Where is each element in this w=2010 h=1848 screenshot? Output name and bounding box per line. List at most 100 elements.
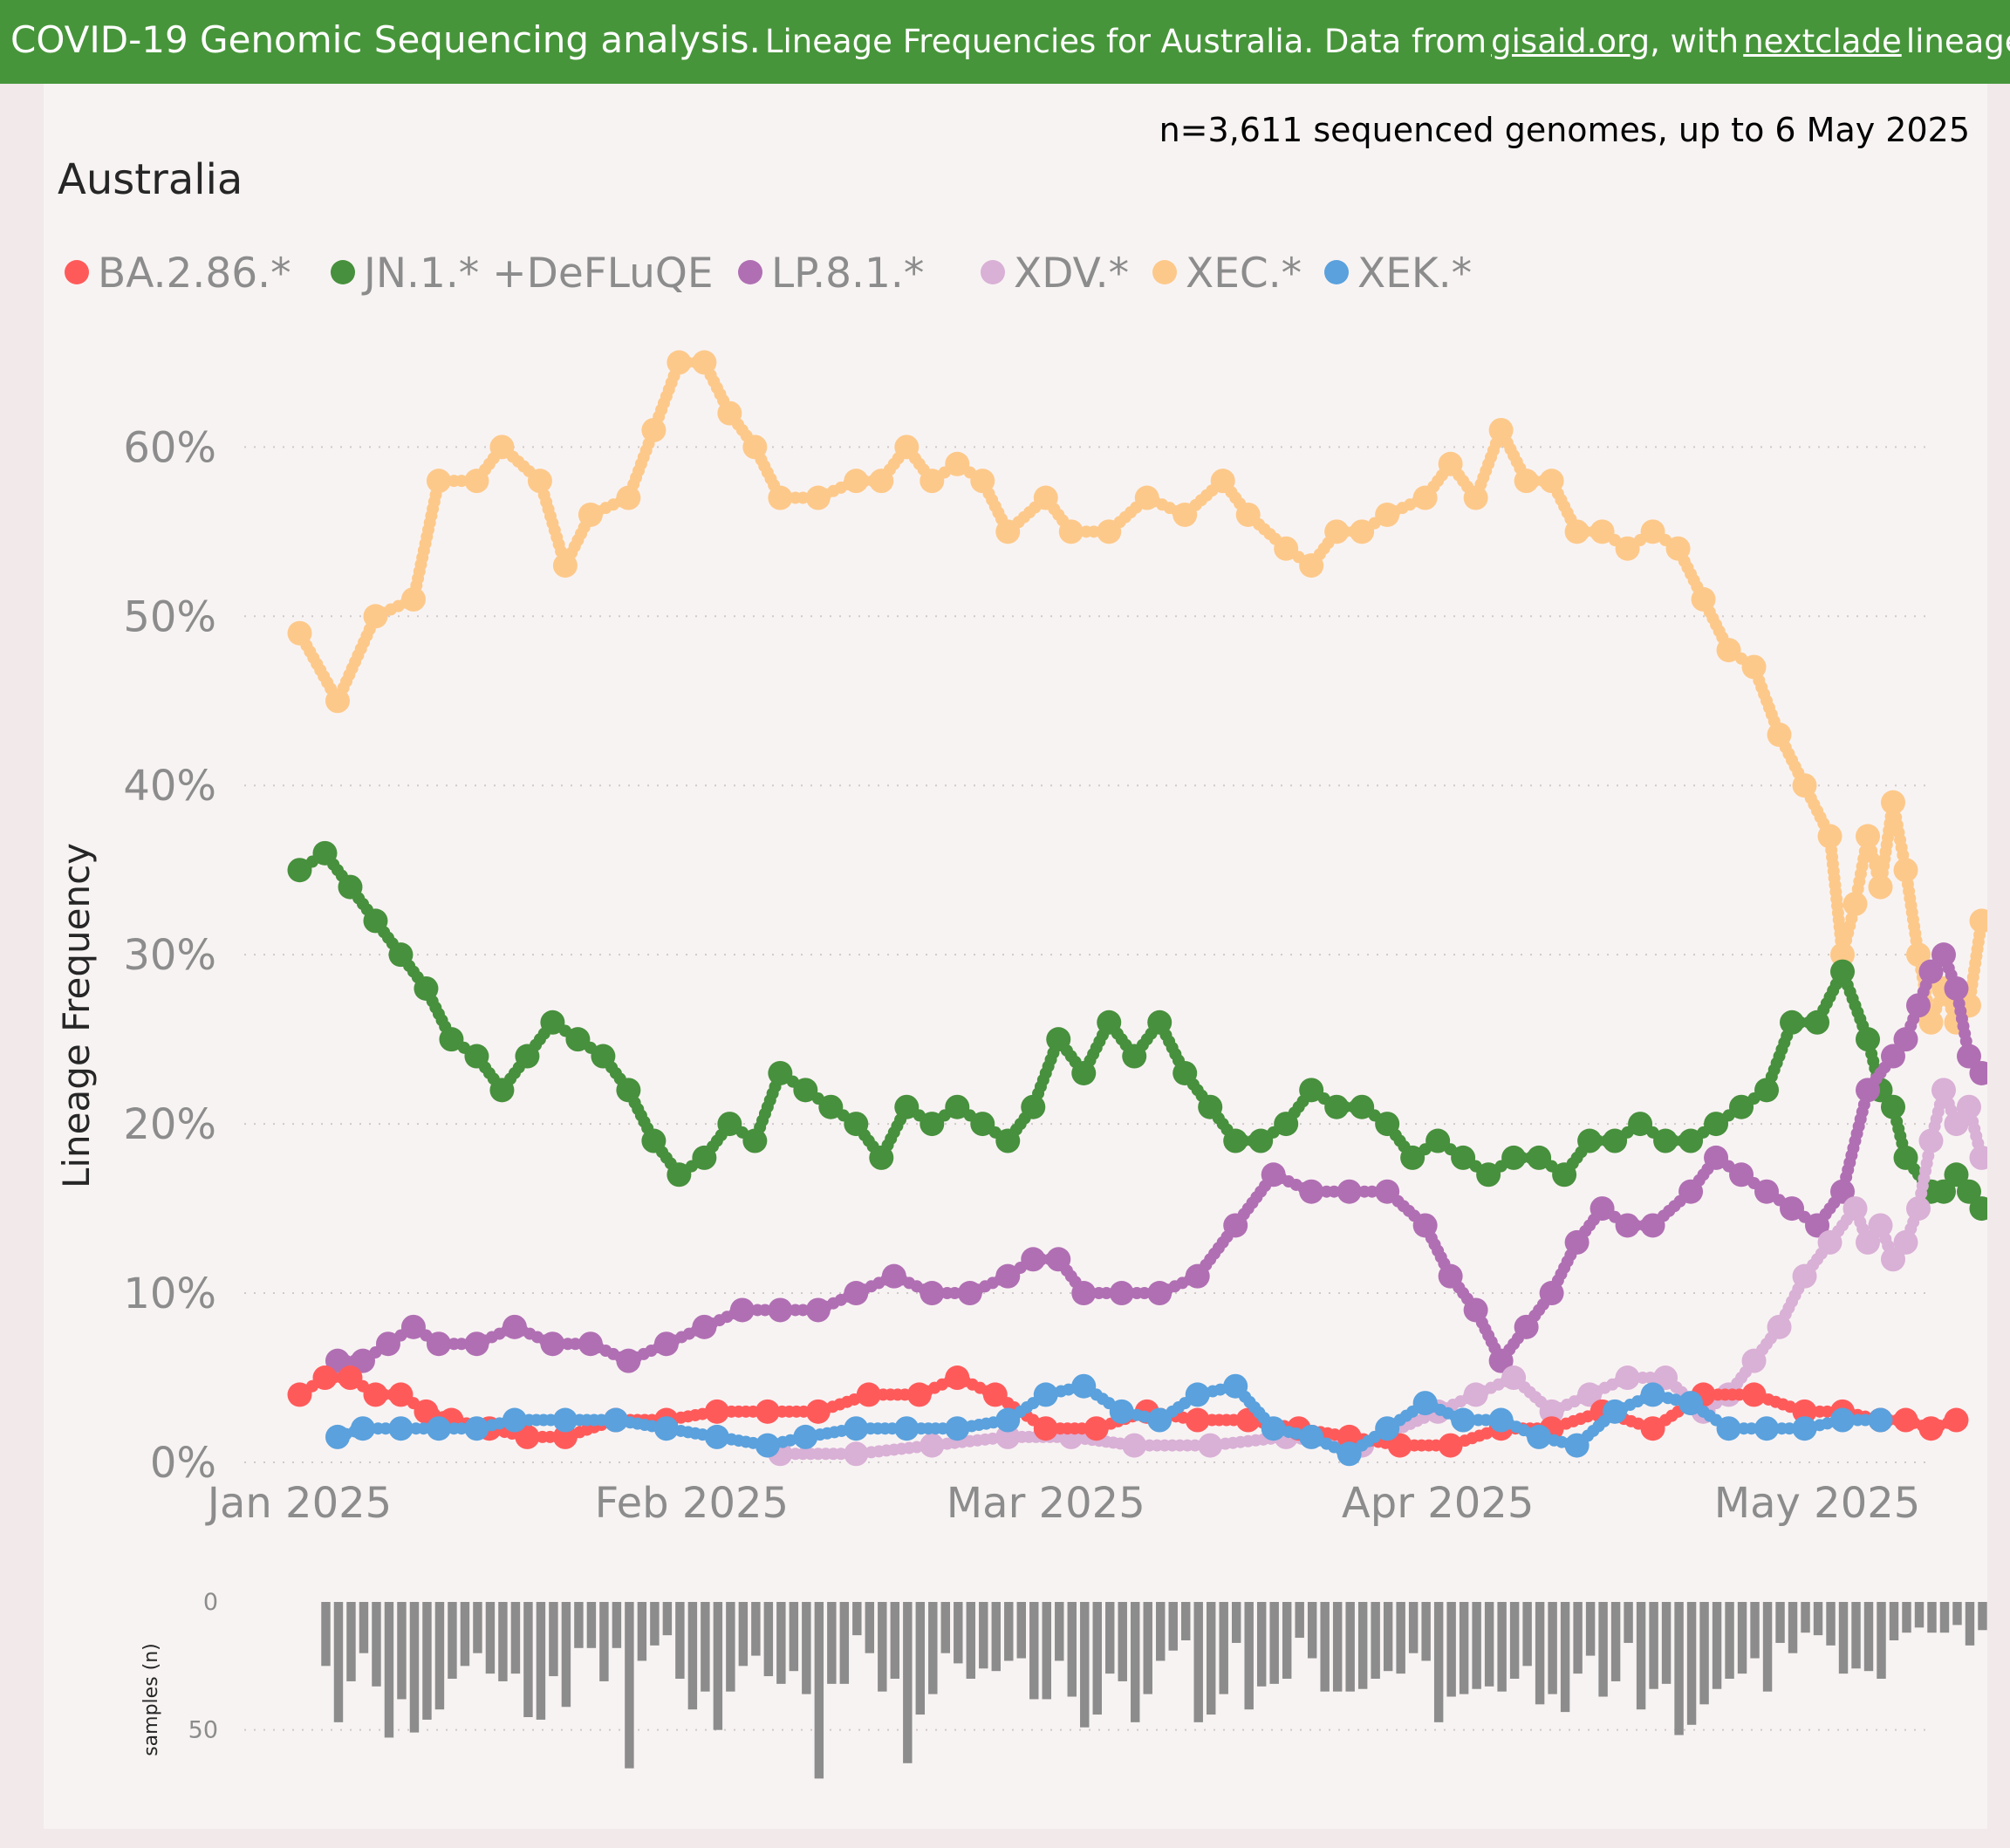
samples-bar[interactable]: [1080, 1602, 1090, 1728]
samples-bar[interactable]: [1219, 1602, 1228, 1694]
data-point-xec[interactable]: [426, 469, 451, 494]
legend-label-xek[interactable]: XEK.*: [1357, 250, 1472, 298]
data-point-lp-8-1[interactable]: [1185, 1263, 1210, 1289]
data-point-jn-1-defluqe[interactable]: [1147, 1010, 1172, 1035]
data-point-lp-8-1[interactable]: [1147, 1281, 1172, 1306]
samples-bar[interactable]: [1497, 1602, 1507, 1692]
data-point-jn-1-defluqe[interactable]: [1729, 1094, 1754, 1119]
legend-label-xec[interactable]: XEC.*: [1186, 250, 1302, 298]
data-point-xek[interactable]: [1185, 1382, 1210, 1407]
data-point-jn-1-defluqe[interactable]: [1375, 1112, 1400, 1137]
data-point-ba-2-86[interactable]: [704, 1399, 729, 1424]
data-point-xec[interactable]: [1615, 536, 1640, 561]
data-point-xec[interactable]: [1350, 519, 1375, 544]
data-point-ba-2-86[interactable]: [312, 1365, 338, 1391]
samples-bar[interactable]: [865, 1602, 875, 1653]
samples-bar[interactable]: [625, 1602, 634, 1769]
samples-bar[interactable]: [726, 1602, 735, 1692]
data-point-xdv[interactable]: [1198, 1433, 1223, 1458]
samples-bar[interactable]: [1914, 1602, 1925, 1628]
data-point-jn-1-defluqe[interactable]: [894, 1094, 920, 1119]
data-point-jn-1-defluqe[interactable]: [818, 1094, 844, 1119]
data-point-xek[interactable]: [1640, 1382, 1665, 1407]
samples-bar[interactable]: [1029, 1602, 1039, 1700]
samples-bar[interactable]: [1699, 1602, 1709, 1705]
data-point-xdv[interactable]: [844, 1441, 869, 1467]
data-point-ba-2-86[interactable]: [1387, 1433, 1412, 1458]
data-point-ba-2-86[interactable]: [363, 1382, 388, 1407]
data-point-jn-1-defluqe[interactable]: [616, 1078, 641, 1103]
data-point-lp-8-1[interactable]: [1046, 1247, 1071, 1272]
samples-bar[interactable]: [384, 1602, 394, 1738]
data-point-xec[interactable]: [1438, 451, 1463, 476]
data-point-xec[interactable]: [1767, 722, 1792, 748]
data-point-jn-1-defluqe[interactable]: [1248, 1128, 1274, 1153]
data-point-xdv[interactable]: [1501, 1365, 1527, 1391]
data-point-jn-1-defluqe[interactable]: [869, 1145, 894, 1170]
samples-bar[interactable]: [1383, 1602, 1393, 1672]
samples-bar[interactable]: [1712, 1602, 1722, 1689]
samples-bar[interactable]: [1863, 1602, 1874, 1672]
data-point-jn-1-defluqe[interactable]: [1653, 1128, 1678, 1153]
samples-bar[interactable]: [852, 1602, 862, 1636]
samples-bar[interactable]: [1231, 1602, 1241, 1643]
data-point-lp-8-1[interactable]: [805, 1297, 831, 1323]
samples-bar[interactable]: [763, 1602, 774, 1677]
data-point-jn-1-defluqe[interactable]: [1603, 1128, 1628, 1153]
samples-bar[interactable]: [1446, 1602, 1456, 1697]
data-point-lp-8-1[interactable]: [1590, 1196, 1615, 1222]
data-point-xek[interactable]: [1678, 1391, 1704, 1416]
data-point-jn-1-defluqe[interactable]: [1552, 1162, 1577, 1188]
data-point-xec[interactable]: [805, 485, 831, 510]
data-point-lp-8-1[interactable]: [692, 1314, 717, 1339]
data-point-jn-1-defluqe[interactable]: [844, 1112, 869, 1137]
samples-bar[interactable]: [1636, 1602, 1646, 1710]
data-point-ba-2-86[interactable]: [982, 1382, 1008, 1407]
data-point-xdv[interactable]: [1881, 1247, 1905, 1272]
data-point-lp-8-1[interactable]: [540, 1331, 565, 1357]
data-point-lp-8-1[interactable]: [920, 1281, 945, 1306]
data-point-jn-1-defluqe[interactable]: [1969, 1196, 1987, 1222]
data-point-lp-8-1[interactable]: [1678, 1179, 1704, 1204]
data-point-xec[interactable]: [692, 350, 717, 375]
samples-bar[interactable]: [409, 1602, 420, 1733]
data-point-ba-2-86[interactable]: [414, 1399, 439, 1424]
data-point-jn-1-defluqe[interactable]: [1944, 1162, 1969, 1188]
data-point-xec[interactable]: [1792, 773, 1817, 798]
data-point-lp-8-1[interactable]: [1905, 993, 1931, 1018]
data-point-jn-1-defluqe[interactable]: [464, 1044, 489, 1069]
data-point-jn-1-defluqe[interactable]: [1805, 1010, 1830, 1035]
data-point-jn-1-defluqe[interactable]: [717, 1112, 742, 1137]
data-point-jn-1-defluqe[interactable]: [1678, 1128, 1704, 1153]
data-point-lp-8-1[interactable]: [578, 1331, 603, 1357]
data-point-xek[interactable]: [603, 1407, 628, 1433]
samples-bar[interactable]: [776, 1602, 786, 1684]
data-point-xec[interactable]: [1463, 485, 1488, 510]
data-point-jn-1-defluqe[interactable]: [1198, 1094, 1223, 1119]
data-point-lp-8-1[interactable]: [616, 1348, 641, 1373]
data-point-ba-2-86[interactable]: [515, 1424, 540, 1449]
data-point-jn-1-defluqe[interactable]: [1122, 1044, 1147, 1069]
data-point-jn-1-defluqe[interactable]: [793, 1078, 818, 1103]
samples-bar[interactable]: [1978, 1602, 1987, 1631]
data-point-xdv[interactable]: [1842, 1196, 1868, 1222]
data-point-xec[interactable]: [1514, 469, 1539, 494]
data-point-xdv[interactable]: [995, 1424, 1021, 1449]
samples-bar[interactable]: [1118, 1602, 1127, 1681]
data-point-xec[interactable]: [1741, 654, 1767, 680]
data-point-xec[interactable]: [894, 435, 920, 460]
samples-bar[interactable]: [1143, 1602, 1152, 1694]
gisaid-link[interactable]: gisaid.org: [1491, 23, 1651, 60]
samples-bar[interactable]: [1737, 1602, 1747, 1674]
data-point-xdv[interactable]: [1868, 1213, 1893, 1238]
samples-bar[interactable]: [612, 1602, 622, 1648]
data-point-xec[interactable]: [1905, 942, 1931, 968]
data-point-jn-1-defluqe[interactable]: [970, 1112, 995, 1137]
samples-bar[interactable]: [1421, 1602, 1431, 1661]
samples-bar[interactable]: [460, 1602, 470, 1667]
data-point-xec[interactable]: [995, 519, 1021, 544]
samples-bar[interactable]: [1295, 1602, 1304, 1639]
data-point-jn-1-defluqe[interactable]: [995, 1128, 1021, 1153]
data-point-xdv[interactable]: [1122, 1433, 1147, 1458]
data-point-xek[interactable]: [894, 1416, 920, 1441]
